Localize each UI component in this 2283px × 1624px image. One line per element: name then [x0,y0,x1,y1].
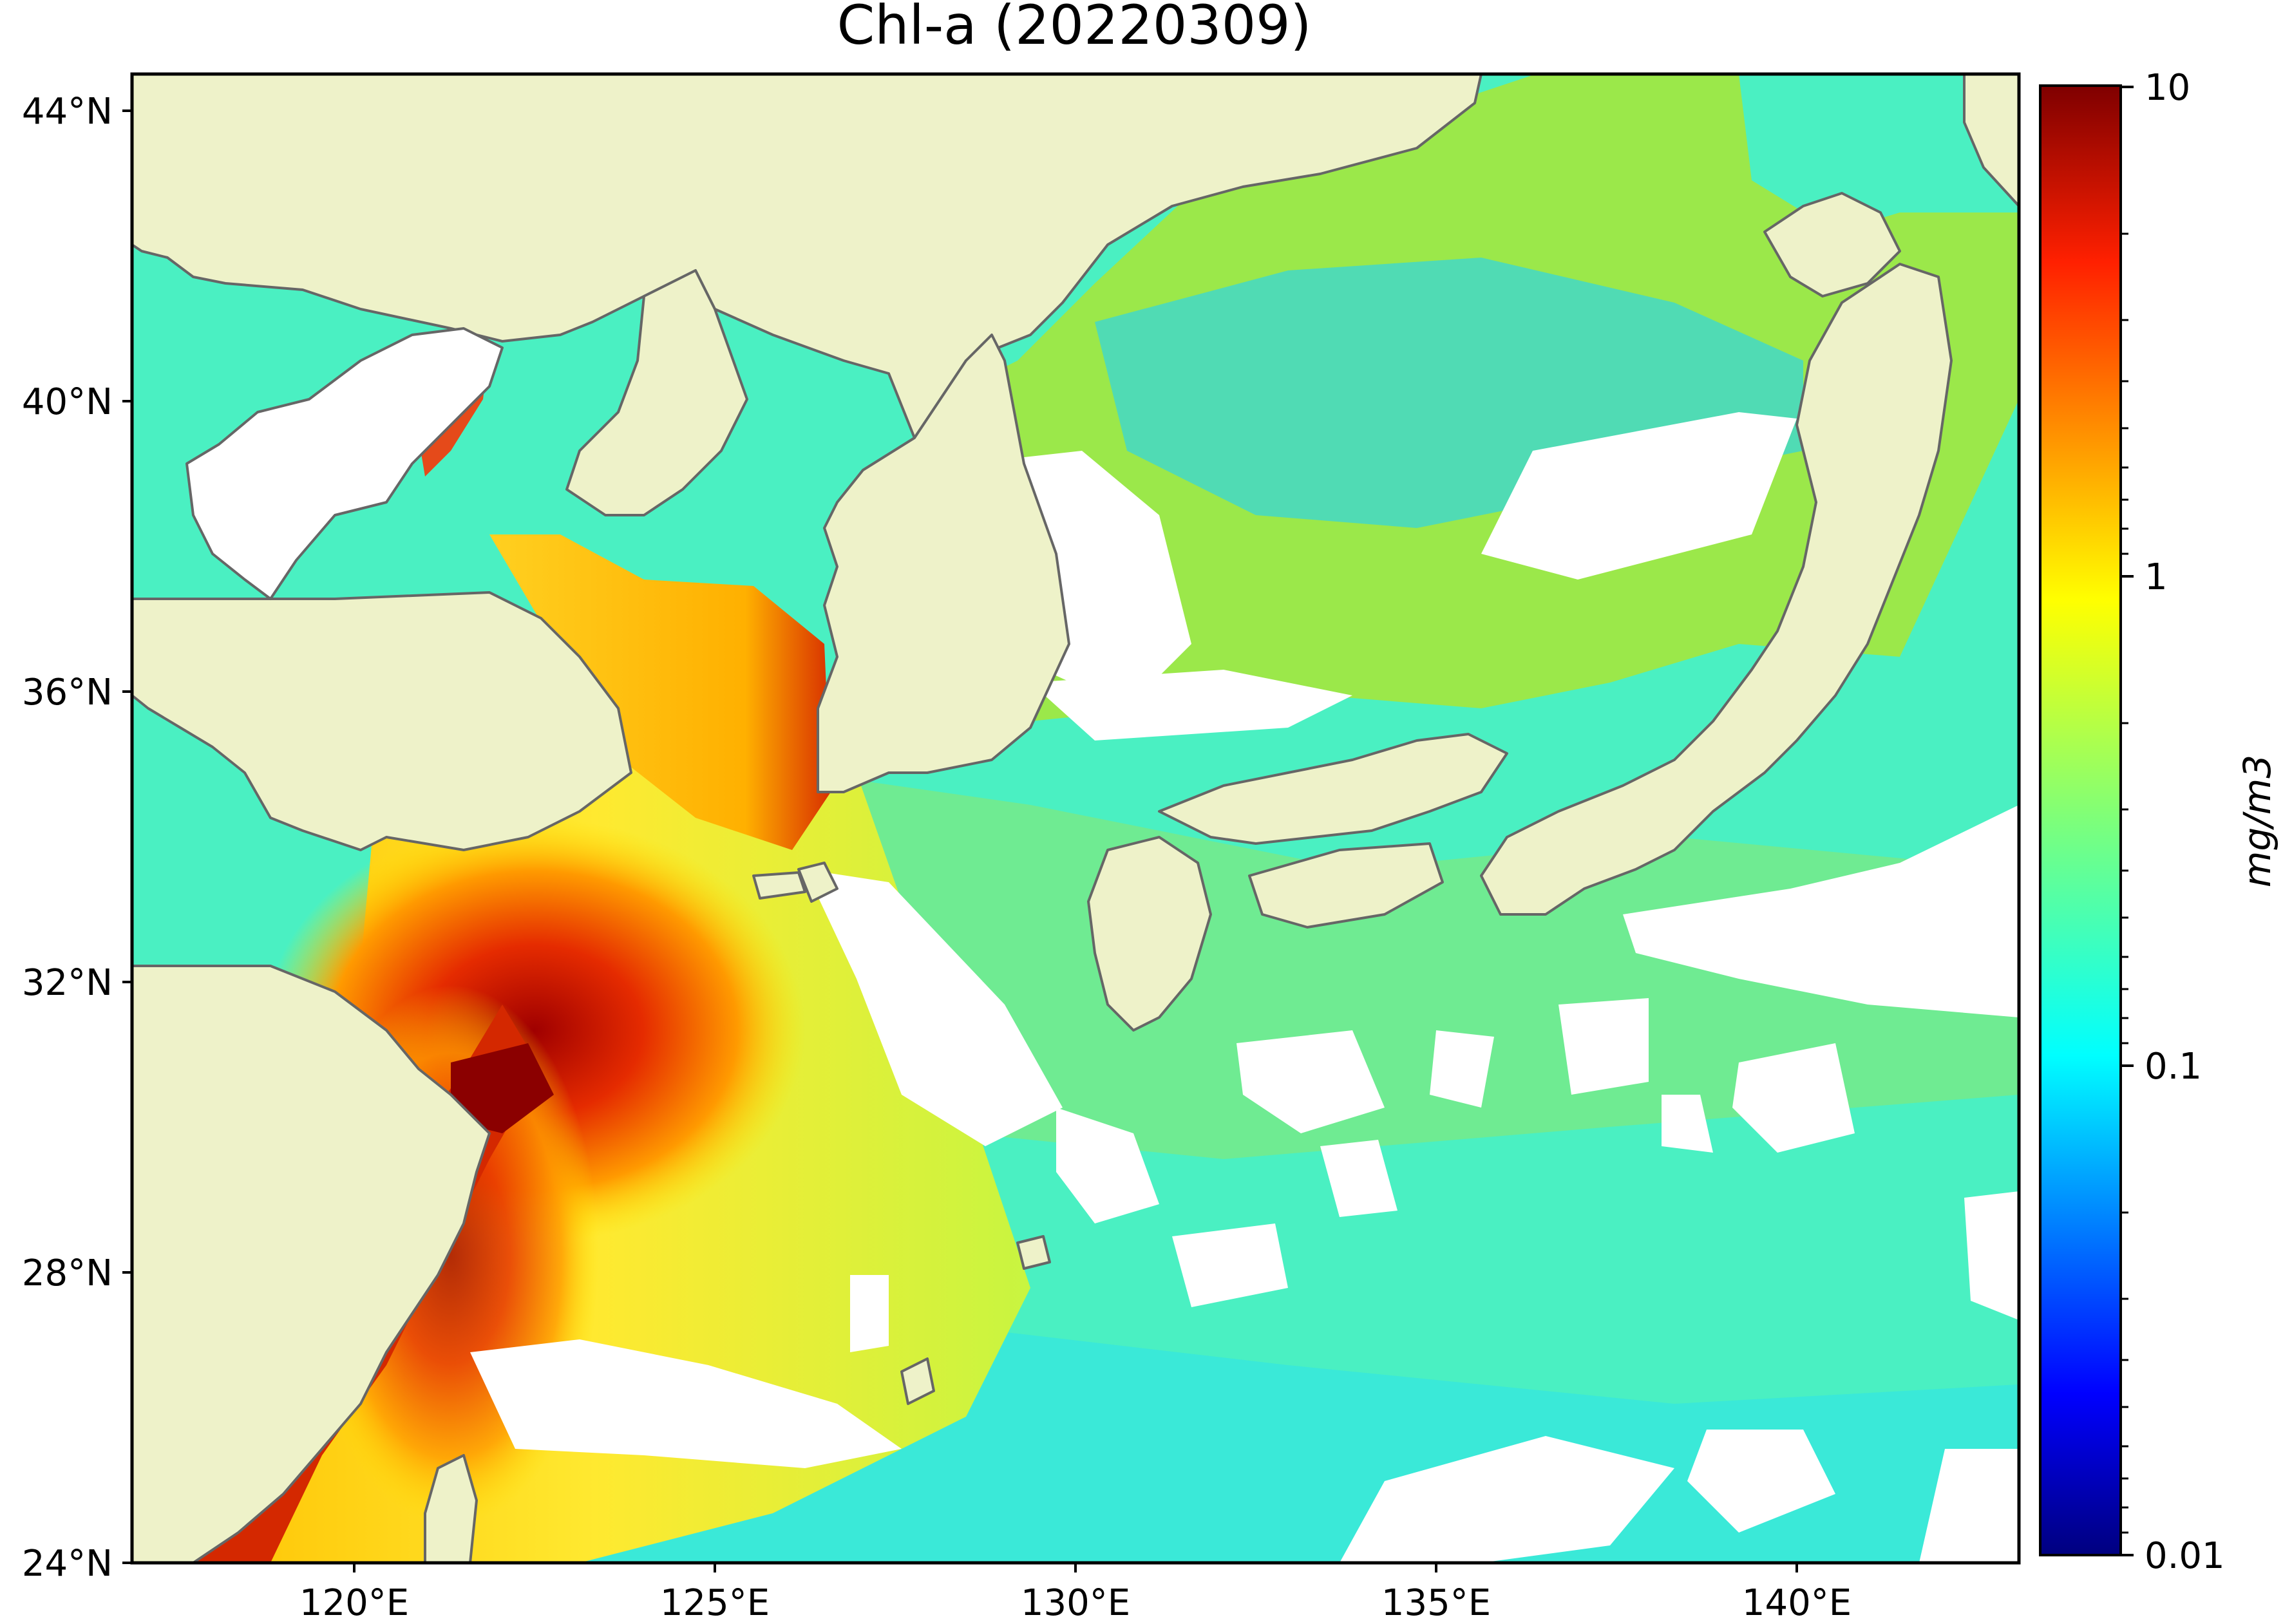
tsushima [797,862,838,903]
bohai-coast [185,327,504,600]
amami [1016,1235,1051,1270]
pacific-green-band [773,773,2019,1159]
no-data-patches [470,412,2019,1563]
colorbar-gradient [2039,84,2122,1556]
okinawa [900,1357,935,1405]
lon-tick-label: 135°E [1381,1582,1491,1624]
lat-tick-label: 40°N [22,381,113,423]
lon-tick-label: 120°E [299,1582,409,1624]
colorbar-ticks [2121,86,2134,1556]
asia-mainland [132,74,1483,439]
longitude-axis: 120°E 125°E 130°E 135°E 140°E [299,1563,1852,1624]
west-yellow-sea-chl [489,534,831,850]
lat-tick-label: 28°N [22,1252,113,1294]
china-coast [132,965,491,1563]
sakhalin [1963,74,2019,207]
kyushu [1087,836,1212,1032]
land-masses [132,74,2019,1563]
lat-tick-label: 32°N [22,962,113,1004]
lat-tick-label: 36°N [22,672,113,713]
lat-tick-label: 24°N [22,1543,113,1585]
colorbar: 10 1 0.1 0.01 mg/m3 [2039,67,2279,1577]
shikoku [1248,842,1444,929]
jeju [752,871,806,900]
hangzhou-bay-chl [451,1043,554,1133]
liaodong [565,269,748,516]
korean-peninsula [817,334,1070,793]
map-area [132,74,2019,1563]
shandong-china-east [132,591,632,851]
honshu [1480,263,1953,916]
colorbar-label: mg/m3 [2235,755,2279,887]
colorbar-tick-label: 0.01 [2145,1535,2225,1577]
map-title: Chl-a (20220309) [837,0,1312,57]
colorbar-tick-label: 1 [2145,556,2168,598]
lat-tick-label: 44°N [22,91,113,133]
colorbar-tick-label: 0.1 [2145,1046,2202,1088]
lon-tick-label: 130°E [1021,1582,1130,1624]
hokkaido [1763,192,1901,297]
latitude-axis: 44°N 40°N 36°N 32°N 28°N 24°N [22,91,132,1585]
colorbar-tick-label: 10 [2145,67,2190,109]
taiwan [424,1454,478,1563]
lon-tick-label: 140°E [1742,1582,1852,1624]
colorbar-minor-ticks [2121,232,2128,1534]
western-honshu [1158,733,1508,845]
lon-tick-label: 125°E [660,1582,770,1624]
